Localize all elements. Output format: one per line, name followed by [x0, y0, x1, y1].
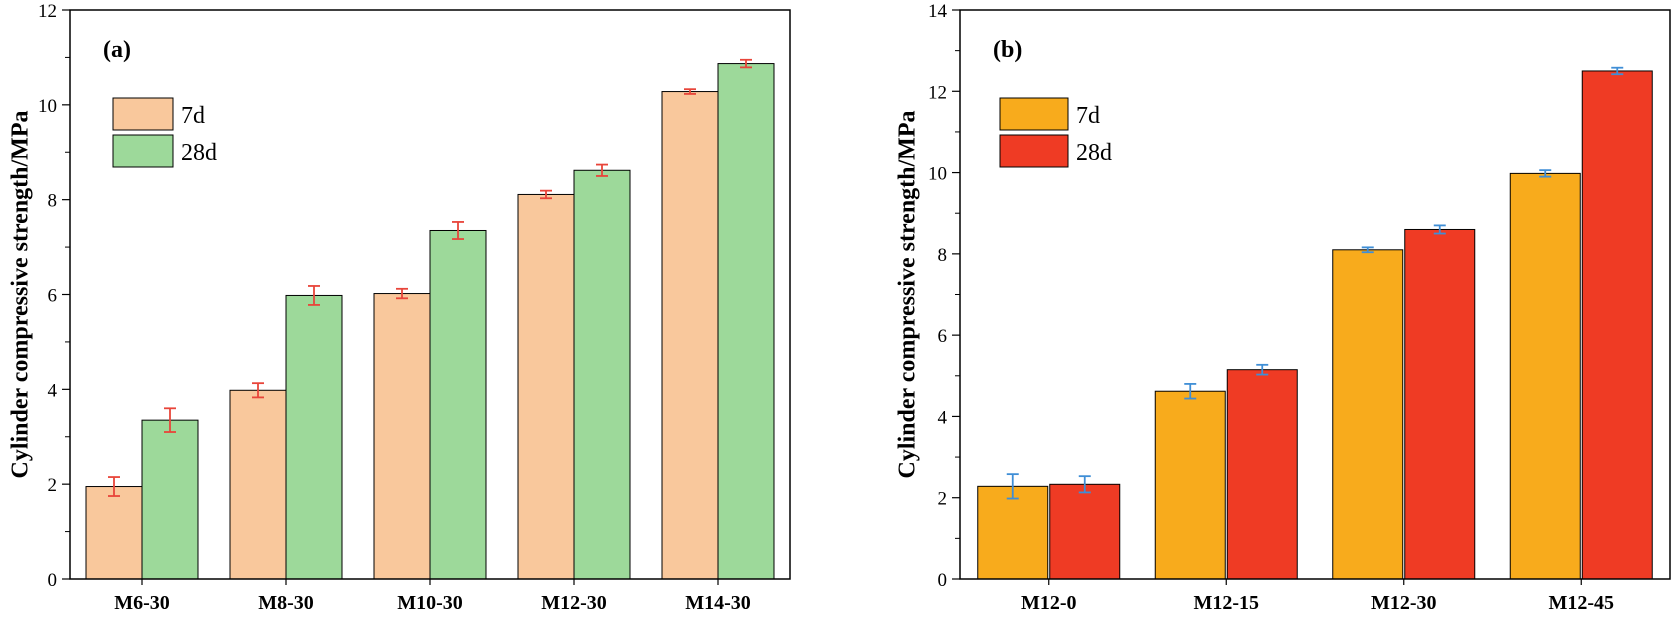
x-tick-label-M6-30: M6-30 [114, 592, 170, 614]
y-tick-label-4: 4 [938, 407, 948, 428]
bar-28d-M6-30 [141, 419, 199, 580]
error-bar-28d-M12-30 [1433, 224, 1446, 235]
bar-28d-M12-45 [1581, 70, 1653, 580]
bar-7d-M12-45 [1509, 172, 1581, 580]
panel-label: (b) [993, 37, 1022, 63]
bar-28d-M10-30 [429, 229, 487, 580]
bar-7d-M14-30 [661, 91, 719, 580]
error-bar-7d-M12-30 [1361, 246, 1374, 254]
y-tick-label-0: 0 [938, 570, 948, 591]
x-tick-label-M12-30: M12-30 [1371, 592, 1437, 614]
error-bar-7d-M14-30 [684, 88, 696, 95]
bar-28d-M8-30 [285, 294, 343, 580]
plot-frame [69, 9, 791, 580]
y-axis-label: Cylinder compressive strength/MPa [8, 111, 34, 479]
chart-panel-b: M12-0 M12-15 M12-30 M12-45 0 2 4 6 8 10 12 14 Cylind… [895, 1, 1671, 614]
y-axis-label: Cylinder compressive strength/MPa [895, 111, 921, 479]
error-bar-28d-M12-30 [596, 163, 608, 177]
error-bar-28d-M14-30 [740, 58, 752, 69]
bar-28d-M12-15 [1226, 369, 1298, 580]
error-bar-7d-M12-15 [1184, 383, 1197, 400]
y-tick-label-2: 2 [938, 489, 948, 510]
error-bar-28d-M12-45 [1611, 66, 1624, 76]
error-bar-28d-M8-30 [308, 285, 320, 306]
error-bar-7d-M12-30 [540, 189, 552, 200]
legend-label-7d: 7d [181, 103, 205, 129]
y-tick-label-8: 8 [48, 191, 58, 212]
error-bar-7d-M12-0 [1006, 473, 1019, 500]
bar-7d-M6-30 [85, 486, 143, 580]
y-tick-label-10: 10 [38, 96, 57, 117]
legend-label-28d: 28d [181, 140, 217, 166]
x-tick-label-M10-30: M10-30 [397, 592, 463, 614]
bar-28d-M14-30 [717, 63, 775, 580]
legend-swatch-7d [999, 97, 1069, 131]
y-tick-label-14: 14 [928, 1, 948, 22]
y-tick-label-6: 6 [938, 326, 948, 347]
error-bar-28d-M12-0 [1078, 475, 1091, 494]
y-tick-label-10: 10 [928, 164, 947, 185]
bar-28d-M12-30 [573, 169, 631, 580]
error-bar-7d-M10-30 [396, 287, 408, 300]
y-tick-label-2: 2 [48, 475, 58, 496]
chart-panel-a: M6-30 M8-30 M10-30 M12-30 M14-30 0 2 4 6 8 10 12 Cyl… [8, 1, 791, 614]
x-tick-label-M12-15: M12-15 [1193, 592, 1259, 614]
legend-swatch-28d [999, 134, 1069, 168]
legend-swatch-7d [112, 97, 174, 131]
y-tick-label-12: 12 [928, 82, 947, 103]
x-tick-label-M12-30: M12-30 [541, 592, 607, 614]
y-tick-label-6: 6 [48, 286, 58, 307]
x-tick-label-M8-30: M8-30 [258, 592, 314, 614]
bar-28d-M12-0 [1049, 483, 1121, 580]
error-bar-28d-M12-15 [1256, 363, 1269, 376]
x-tick-label-M12-0: M12-0 [1021, 592, 1077, 614]
bar-7d-M8-30 [229, 389, 287, 580]
panel-label: (a) [103, 37, 131, 63]
y-tick-label-12: 12 [38, 1, 57, 22]
plot-frame [959, 9, 1671, 580]
error-bar-7d-M8-30 [252, 382, 264, 399]
y-tick-label-8: 8 [938, 245, 948, 266]
legend-label-28d: 28d [1076, 140, 1112, 166]
error-bar-7d-M6-30 [108, 476, 120, 497]
y-tick-label-4: 4 [48, 380, 58, 401]
bar-28d-M12-30 [1404, 228, 1476, 580]
bar-7d-M10-30 [373, 293, 431, 580]
bar-7d-M12-0 [977, 485, 1049, 580]
legend-swatch-28d [112, 134, 174, 168]
x-tick-label-M12-45: M12-45 [1548, 592, 1614, 614]
x-tick-label-M14-30: M14-30 [685, 592, 751, 614]
bar-7d-M12-15 [1154, 390, 1226, 580]
y-tick-label-0: 0 [48, 570, 58, 591]
error-bar-28d-M6-30 [164, 407, 176, 433]
legend-label-7d: 7d [1076, 103, 1100, 129]
error-bar-28d-M10-30 [452, 221, 464, 240]
bar-7d-M12-30 [1332, 249, 1404, 580]
error-bar-7d-M12-45 [1539, 169, 1552, 178]
bar-7d-M12-30 [517, 193, 575, 580]
